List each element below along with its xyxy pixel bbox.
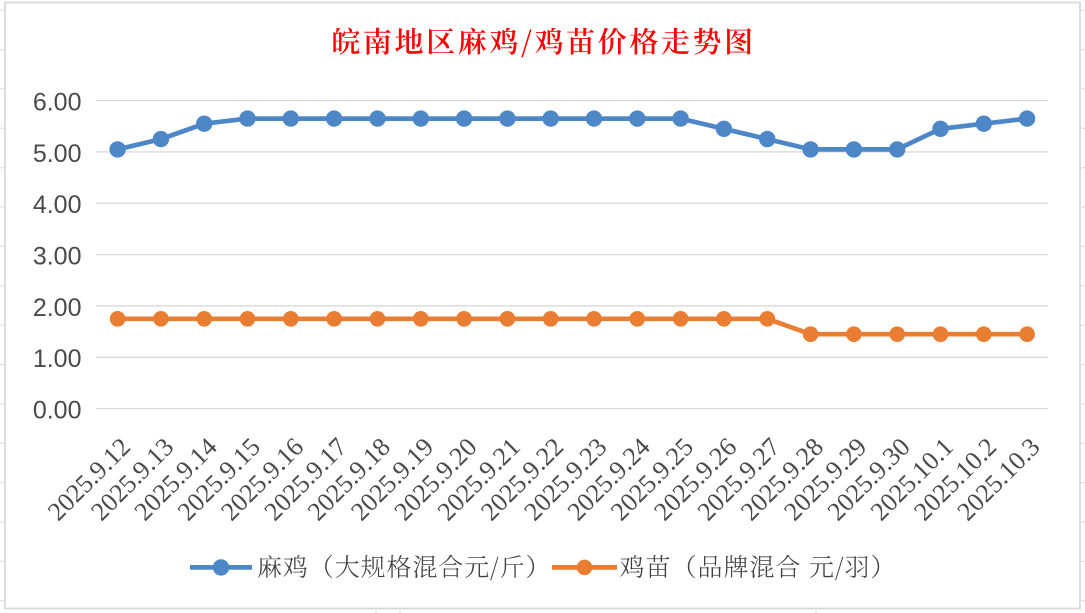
svg-text:5.00: 5.00: [33, 140, 82, 168]
svg-text:2.00: 2.00: [33, 294, 82, 322]
svg-text:4.00: 4.00: [33, 191, 82, 219]
svg-text:1.00: 1.00: [33, 345, 82, 373]
svg-text:0.00: 0.00: [33, 396, 82, 424]
svg-text:3.00: 3.00: [33, 242, 82, 270]
svg-text:6.00: 6.00: [33, 88, 82, 116]
